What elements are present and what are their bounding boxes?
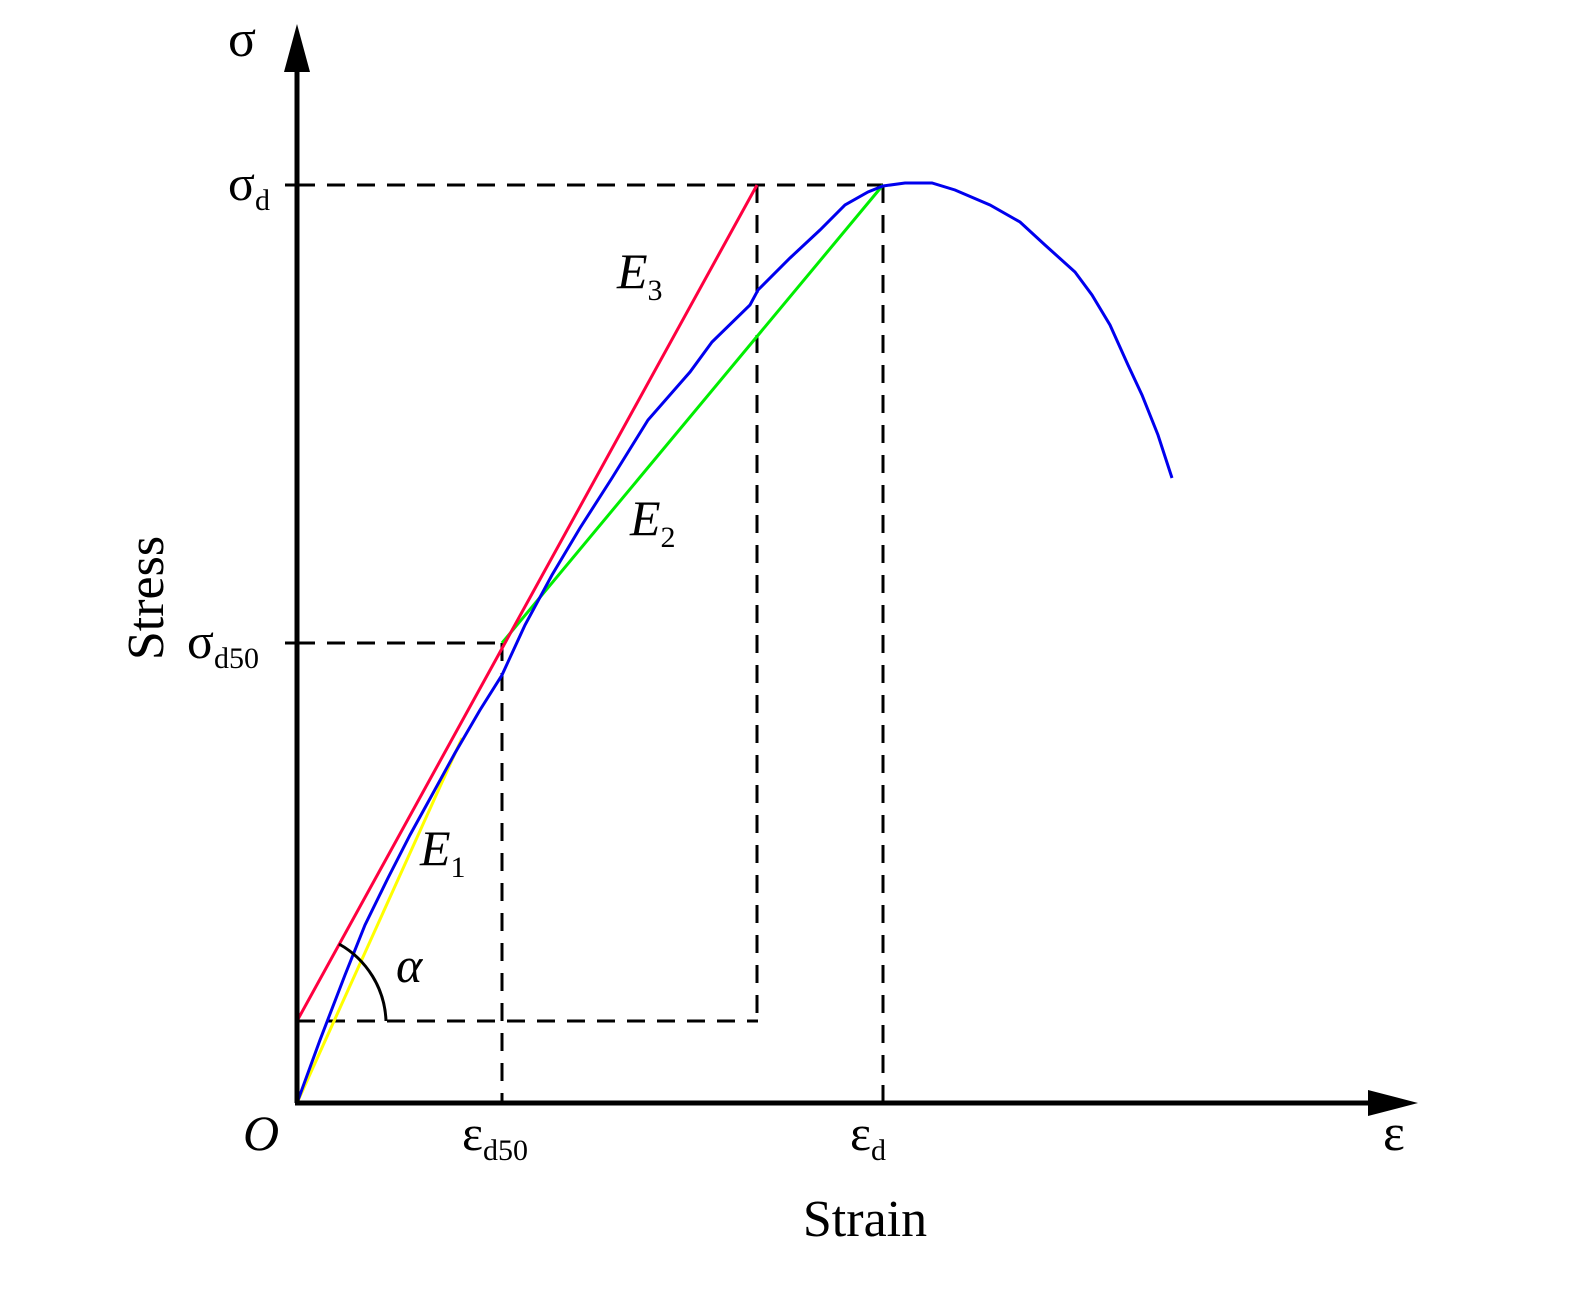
guide-lines: [297, 183, 885, 1103]
e3-line: [295, 184, 759, 1022]
x-tick-label-epsilon-d50: εd50: [462, 1105, 528, 1167]
y-axis-arrow: [284, 24, 310, 72]
x-axis-name: Strain: [803, 1191, 927, 1248]
x-axis-symbol: ε: [1383, 1105, 1405, 1162]
e2-line: [500, 184, 885, 644]
axes: [284, 24, 1418, 1116]
e3-label: E3: [616, 243, 663, 307]
x-tick-label-epsilon-d: εd: [850, 1105, 886, 1167]
stress-strain-curve: [295, 181, 1174, 1104]
y-axis-symbol: σ: [228, 11, 256, 68]
y-tick-label-sigma-d50: σd50: [187, 613, 259, 675]
origin-label: O: [243, 1105, 279, 1161]
alpha-label: α: [396, 937, 424, 993]
e1-label: E1: [419, 820, 466, 884]
x-axis-arrow: [1368, 1090, 1418, 1116]
y-tick-label-sigma-d: σd: [228, 155, 270, 217]
e2-label: E2: [629, 490, 676, 554]
e1-line: [295, 737, 464, 1104]
alpha-angle-arc: [338, 942, 388, 1022]
y-axis-name: Stress: [118, 536, 175, 660]
